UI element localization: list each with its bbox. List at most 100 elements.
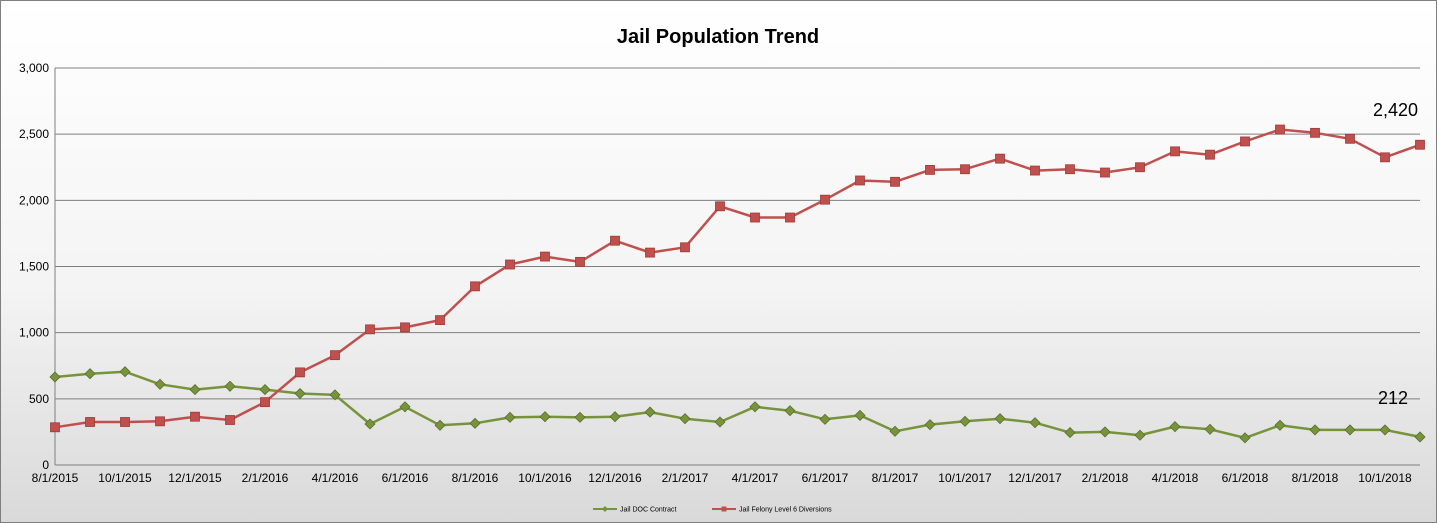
data-point — [1275, 124, 1285, 135]
data-point — [50, 422, 60, 433]
data-point — [504, 411, 516, 423]
data-point — [819, 413, 831, 425]
x-tick-label: 8/1/2015 — [32, 471, 79, 485]
data-point — [1379, 424, 1391, 436]
x-tick-label: 2/1/2016 — [242, 471, 289, 485]
series-layer — [49, 124, 1426, 444]
data-point — [295, 367, 305, 378]
data-point — [785, 212, 795, 223]
data-point — [329, 389, 341, 401]
data-point — [469, 417, 481, 429]
data-point — [85, 417, 95, 427]
x-tick-label: 12/1/2017 — [1008, 471, 1062, 485]
data-point — [225, 415, 235, 425]
data-point — [714, 416, 726, 428]
series-jail-doc-contract — [49, 366, 1426, 444]
data-point — [224, 380, 236, 392]
data-point — [854, 409, 866, 421]
data-point — [365, 324, 375, 335]
y-axis: 0 500 1,000 1,500 2,000 2,500 3,000 — [19, 61, 49, 472]
y-tick-label: 2,000 — [19, 193, 49, 207]
y-tick-label: 500 — [29, 392, 49, 406]
data-point — [715, 201, 725, 212]
data-point — [994, 413, 1006, 425]
data-point — [644, 406, 656, 418]
data-point — [1345, 133, 1355, 144]
gridlines — [55, 67, 1420, 400]
data-point — [259, 384, 271, 396]
data-point — [645, 247, 655, 258]
x-tick-label: 4/1/2017 — [732, 471, 779, 485]
data-point — [1064, 427, 1076, 439]
legend-marker — [721, 506, 727, 512]
data-point — [155, 416, 165, 427]
data-point — [470, 281, 480, 292]
data-point — [1029, 417, 1041, 429]
data-point — [749, 401, 761, 413]
chart-title: Jail Population Trend — [617, 26, 819, 48]
data-point — [960, 164, 970, 175]
legend-marker — [602, 506, 608, 512]
data-point — [924, 419, 936, 431]
data-point — [1099, 426, 1111, 438]
data-point — [1415, 139, 1425, 150]
x-tick-label: 10/1/2017 — [938, 471, 992, 485]
y-tick-label: 1,500 — [19, 260, 49, 274]
data-point — [434, 419, 446, 431]
end-label-doc: 212 — [1378, 388, 1408, 408]
plot-area — [54, 68, 1420, 466]
data-point — [609, 411, 621, 423]
data-point — [610, 235, 620, 246]
data-point — [1170, 146, 1180, 157]
series-jail-felony-level-6-diversions — [50, 124, 1425, 433]
data-point — [855, 175, 865, 186]
data-point — [890, 176, 900, 187]
x-tick-label: 8/1/2018 — [1292, 471, 1339, 485]
data-point — [120, 417, 130, 427]
data-point — [1065, 164, 1075, 175]
data-point — [1310, 127, 1320, 138]
x-tick-label: 6/1/2018 — [1222, 471, 1269, 485]
legend-label: Jail DOC Contract — [620, 507, 676, 514]
data-point — [260, 397, 270, 408]
data-point — [1134, 429, 1146, 441]
data-point — [1309, 424, 1321, 436]
data-point — [540, 251, 550, 262]
x-tick-label: 10/1/2015 — [98, 471, 152, 485]
data-point — [1274, 419, 1286, 431]
data-labels: 2,420 212 — [1373, 100, 1418, 408]
x-tick-label: 2/1/2017 — [662, 471, 709, 485]
end-label-felony: 2,420 — [1373, 100, 1418, 120]
x-tick-label: 6/1/2017 — [802, 471, 849, 485]
legend-label: Jail Felony Level 6 Diversions — [739, 507, 832, 514]
data-point — [995, 153, 1005, 164]
data-point — [505, 259, 515, 270]
x-tick-label: 10/1/2018 — [1358, 471, 1412, 485]
data-point — [679, 413, 691, 425]
x-axis: 8/1/2015 10/1/2015 12/1/2015 2/1/2016 4/1/20… — [32, 471, 1412, 485]
data-point — [680, 242, 690, 253]
data-point — [1135, 162, 1145, 173]
data-point — [119, 366, 131, 378]
data-point — [1030, 165, 1040, 176]
data-point — [1169, 421, 1181, 433]
data-point — [1380, 152, 1390, 163]
data-point — [294, 387, 306, 400]
data-point — [364, 418, 376, 430]
data-point — [574, 411, 586, 423]
data-point — [399, 401, 411, 413]
x-tick-label: 2/1/2018 — [1082, 471, 1129, 485]
data-point — [1414, 431, 1426, 443]
data-point — [49, 371, 61, 383]
data-point — [435, 315, 445, 325]
data-point — [959, 415, 971, 427]
x-tick-label: 6/1/2016 — [382, 471, 429, 485]
data-point — [190, 411, 200, 422]
legend-item: Jail Felony Level 6 Diversions — [712, 506, 832, 514]
y-tick-label: 1,000 — [19, 326, 49, 340]
data-point — [189, 384, 201, 396]
data-point — [925, 164, 935, 175]
data-point — [539, 411, 551, 423]
series-line — [54, 370, 1421, 440]
